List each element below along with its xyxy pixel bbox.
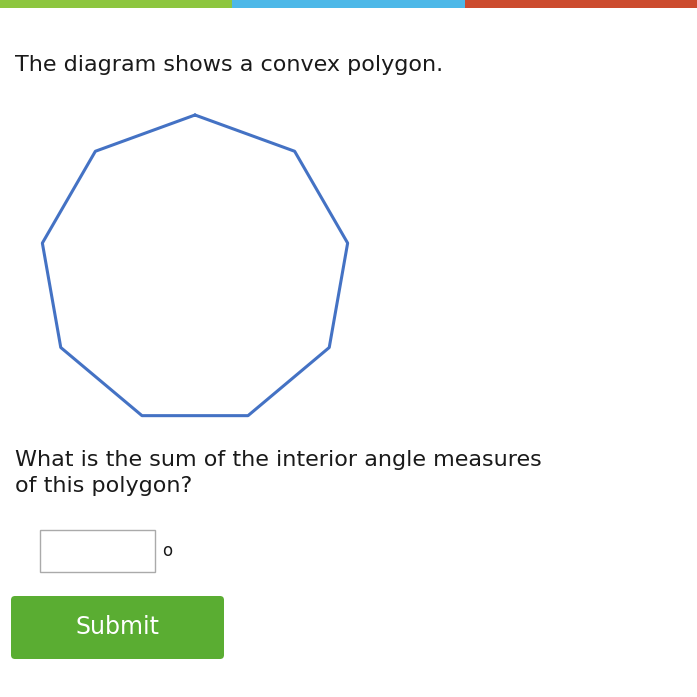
Text: o: o — [162, 542, 172, 560]
Bar — [232, 0, 465, 8]
Bar — [40, 530, 155, 572]
Text: Submit: Submit — [75, 615, 160, 640]
Text: The diagram shows a convex polygon.: The diagram shows a convex polygon. — [15, 55, 443, 75]
Bar — [0, 0, 232, 8]
Bar — [465, 0, 697, 8]
Text: What is the sum of the interior angle measures
of this polygon?: What is the sum of the interior angle me… — [15, 450, 542, 496]
FancyBboxPatch shape — [11, 596, 224, 659]
